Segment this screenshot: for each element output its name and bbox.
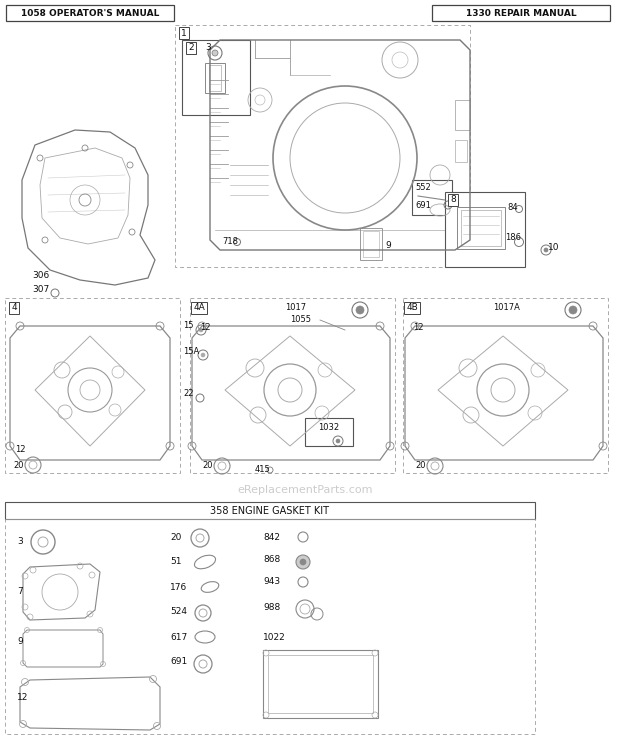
Text: 3: 3 [17, 537, 23, 547]
Bar [175, 25, 470, 267]
Text: 842: 842 [263, 533, 280, 542]
Bar [455, 100, 470, 130]
Bar [205, 63, 225, 93]
Text: 12: 12 [200, 324, 211, 333]
Bar [263, 650, 378, 718]
Text: 718: 718 [222, 237, 238, 246]
Text: 943: 943 [263, 577, 280, 586]
Text: 868: 868 [263, 556, 280, 565]
Bar [268, 655, 373, 713]
Circle shape [300, 559, 306, 565]
Text: 9: 9 [385, 242, 391, 251]
Text: 4B: 4B [406, 304, 418, 312]
Text: 1055: 1055 [290, 315, 311, 324]
Text: 15: 15 [183, 321, 193, 330]
Text: 22: 22 [183, 388, 193, 397]
Bar [5, 502, 535, 519]
Text: 176: 176 [170, 583, 187, 591]
Bar [457, 207, 505, 249]
Bar [403, 298, 608, 473]
Text: 15A: 15A [183, 347, 199, 356]
Bar [461, 210, 501, 246]
Text: 12: 12 [15, 446, 25, 455]
Text: 4: 4 [11, 304, 17, 312]
Text: 4A: 4A [193, 304, 205, 312]
Bar [6, 5, 174, 21]
Text: eReplacementParts.com: eReplacementParts.com [237, 485, 373, 495]
Text: 552: 552 [415, 184, 431, 193]
Bar [412, 180, 452, 215]
Circle shape [212, 50, 218, 56]
Bar [305, 418, 353, 446]
Text: 415: 415 [255, 466, 271, 475]
Text: 20: 20 [170, 533, 182, 542]
Text: 20: 20 [415, 461, 425, 469]
Text: 1032: 1032 [319, 423, 340, 432]
Text: 306: 306 [32, 271, 49, 280]
Text: 307: 307 [32, 286, 49, 295]
Text: 1330 REPAIR MANUAL: 1330 REPAIR MANUAL [466, 8, 577, 18]
Bar [182, 40, 250, 115]
Text: 20: 20 [202, 461, 213, 469]
Text: 1017: 1017 [285, 304, 306, 312]
Text: 12: 12 [17, 693, 29, 702]
Circle shape [201, 353, 205, 357]
Bar [360, 228, 382, 260]
Text: 12: 12 [413, 324, 423, 333]
Text: 51: 51 [170, 557, 182, 566]
Bar [5, 298, 180, 473]
Text: 1022: 1022 [263, 632, 286, 641]
Text: 358 ENGINE GASKET KIT: 358 ENGINE GASKET KIT [211, 506, 329, 516]
Text: 2: 2 [188, 43, 194, 53]
Circle shape [544, 248, 548, 252]
Circle shape [569, 306, 577, 314]
Text: 691: 691 [170, 658, 187, 667]
Text: 1: 1 [181, 28, 187, 37]
Bar [432, 5, 610, 21]
Text: 988: 988 [263, 603, 280, 612]
Text: 84: 84 [507, 202, 518, 211]
Text: 7: 7 [17, 588, 23, 597]
Text: 8: 8 [450, 196, 456, 205]
Text: 186: 186 [505, 232, 521, 242]
Circle shape [296, 555, 310, 569]
Text: 1017A: 1017A [493, 304, 520, 312]
Circle shape [199, 328, 203, 332]
Text: 9: 9 [17, 638, 23, 647]
Text: 1058 OPERATOR'S MANUAL: 1058 OPERATOR'S MANUAL [21, 8, 159, 18]
Bar [209, 65, 221, 91]
Bar [445, 192, 525, 267]
Text: 10: 10 [548, 243, 559, 252]
Text: 691: 691 [415, 200, 431, 210]
Circle shape [336, 439, 340, 443]
Text: 524: 524 [170, 608, 187, 617]
Text: 3: 3 [205, 43, 211, 53]
Circle shape [356, 306, 364, 314]
Text: 617: 617 [170, 632, 187, 641]
Text: 20: 20 [13, 461, 24, 469]
Bar [455, 140, 467, 162]
Bar [190, 298, 395, 473]
Bar [5, 502, 535, 734]
Bar [363, 231, 379, 257]
